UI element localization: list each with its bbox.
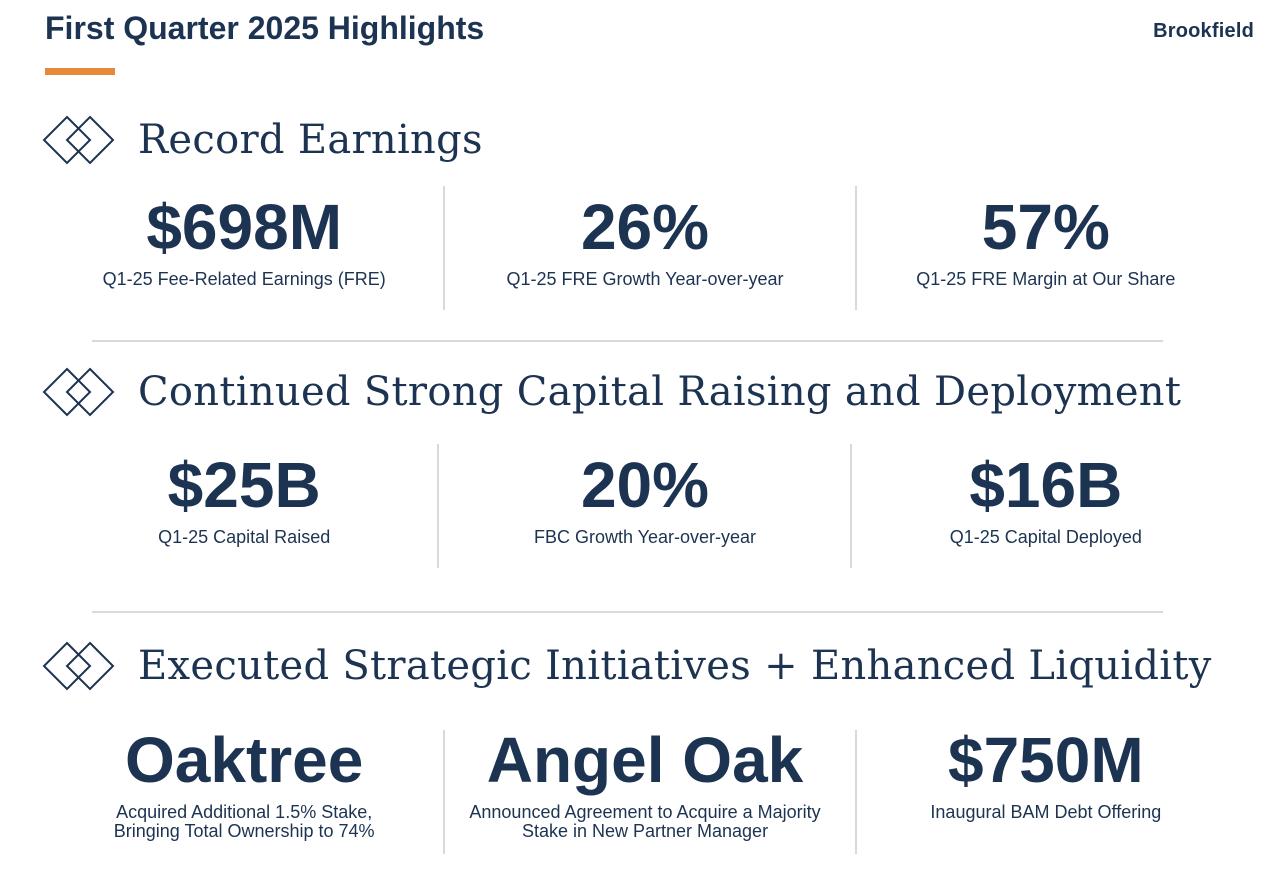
brookfield-logo: Brookfield [1153,20,1254,42]
metric-angel-oak: Angel Oak Announced Agreement to Acquire… [443,725,846,841]
section-heading-strategic-initiatives: Executed Strategic Initiatives + Enhance… [42,636,1212,696]
metric-capital-raised: $25B Q1-25 Capital Raised [45,450,443,547]
metric-debt-offering: $750M Inaugural BAM Debt Offering [847,725,1245,841]
metric-value: $25B [167,449,321,521]
metrics-row-strategic-initiatives: Oaktree Acquired Additional 1.5% Stake, … [45,725,1245,841]
column-divider [437,444,439,568]
metric-value: 20% [580,449,710,521]
title-underline [45,68,115,75]
metric-label: FBC Growth Year-over-year [533,527,757,547]
metric-label: Q1-25 Fee-Related Earnings (FRE) [102,269,386,289]
section-heading-text: Continued Strong Capital Raising and Dep… [138,369,1182,415]
section-heading-capital-raising: Continued Strong Capital Raising and Dep… [42,362,1181,422]
metric-label: Announced Agreement to Acquire a Majorit… [469,802,821,841]
column-divider [850,444,852,568]
column-divider [855,186,857,310]
metric-fbc-growth: 20% FBC Growth Year-over-year [443,450,846,547]
metric-value: $698M [146,191,343,263]
section-heading-text: Executed Strategic Initiatives + Enhance… [138,643,1212,689]
page-title: First Quarter 2025 Highlights [45,10,485,46]
diamond-icon [42,115,115,165]
metric-label: Acquired Additional 1.5% Stake, Bringing… [113,802,375,841]
metrics-row-capital-raising: $25B Q1-25 Capital Raised 20% FBC Growth… [45,450,1245,547]
metric-label: Inaugural BAM Debt Offering [930,802,1162,822]
diamond-icon [42,641,115,691]
metric-label: Q1-25 Capital Deployed [949,527,1142,547]
section-divider [92,340,1163,342]
metric-label: Q1-25 FRE Margin at Our Share [916,269,1176,289]
metric-capital-deployed: $16B Q1-25 Capital Deployed [847,450,1245,547]
column-divider [443,186,445,310]
metric-value: $750M [947,724,1144,796]
metric-value: $16B [969,449,1123,521]
metric-fre: $698M Q1-25 Fee-Related Earnings (FRE) [45,192,443,289]
metric-label: Q1-25 Capital Raised [158,527,331,547]
metric-value: 26% [580,191,710,263]
section-heading-text: Record Earnings [138,117,483,163]
metric-fre-margin: 57% Q1-25 FRE Margin at Our Share [847,192,1245,289]
metrics-row-record-earnings: $698M Q1-25 Fee-Related Earnings (FRE) 2… [45,192,1245,289]
column-divider [855,730,857,854]
column-divider [443,730,445,854]
section-divider [92,611,1163,613]
diamond-icon [42,367,115,417]
metric-oaktree: Oaktree Acquired Additional 1.5% Stake, … [45,725,443,841]
metric-label: Q1-25 FRE Growth Year-over-year [506,269,784,289]
metric-value: Oaktree [124,724,364,796]
metric-value: 57% [981,191,1110,263]
metric-fre-growth: 26% Q1-25 FRE Growth Year-over-year [443,192,846,289]
metric-value: Angel Oak [486,724,804,796]
section-heading-record-earnings: Record Earnings [42,110,483,170]
